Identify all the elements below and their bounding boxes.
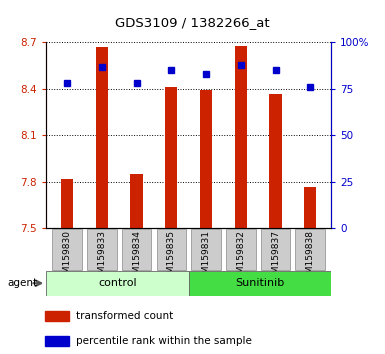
FancyBboxPatch shape [261,229,290,270]
FancyBboxPatch shape [191,229,221,270]
Bar [235,46,247,228]
Text: GSM159834: GSM159834 [132,230,141,285]
Text: percentile rank within the sample: percentile rank within the sample [76,336,252,346]
Text: GSM159833: GSM159833 [97,230,106,285]
Text: GSM159835: GSM159835 [167,230,176,285]
Bar [61,179,73,228]
FancyBboxPatch shape [87,229,117,270]
Text: GSM159838: GSM159838 [306,230,315,285]
FancyBboxPatch shape [226,229,256,270]
Bar [200,91,212,228]
Text: GSM159830: GSM159830 [62,230,72,285]
Text: GSM159831: GSM159831 [201,230,211,285]
Bar [131,174,142,228]
Text: control: control [98,278,137,288]
Text: GSM159837: GSM159837 [271,230,280,285]
Text: Sunitinib: Sunitinib [235,278,285,288]
Bar [46,271,189,296]
Text: transformed count: transformed count [76,311,173,321]
Bar [45,311,69,321]
Bar [96,47,108,228]
Bar [189,271,331,296]
Text: agent: agent [8,278,38,288]
Bar [45,336,69,346]
FancyBboxPatch shape [52,229,82,270]
Bar [270,93,281,228]
FancyBboxPatch shape [157,229,186,270]
Text: GSM159832: GSM159832 [236,230,245,285]
Bar [304,187,316,228]
FancyBboxPatch shape [122,229,151,270]
Text: GDS3109 / 1382266_at: GDS3109 / 1382266_at [115,17,270,29]
FancyBboxPatch shape [296,229,325,270]
Bar [165,87,177,228]
